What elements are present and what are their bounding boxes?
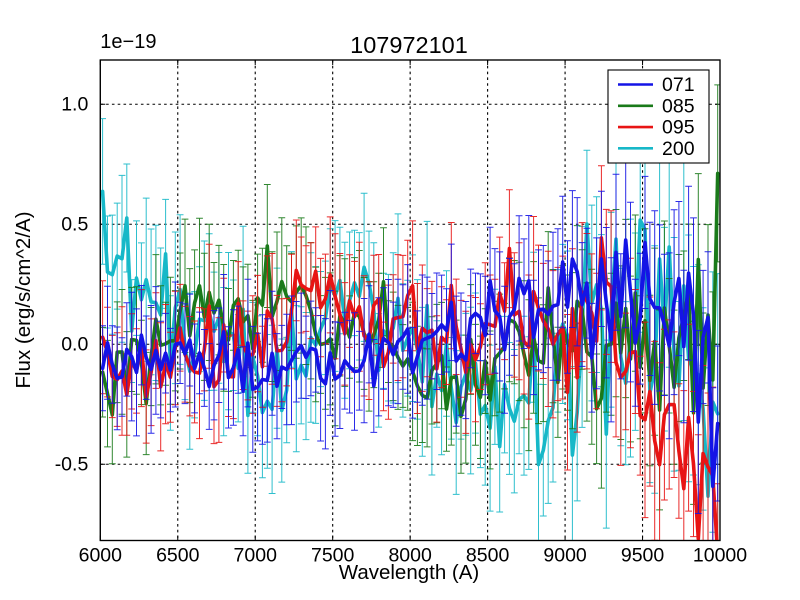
- svg-text:9000: 9000: [543, 545, 587, 567]
- svg-text:0.0: 0.0: [61, 333, 88, 355]
- svg-text:071: 071: [662, 74, 695, 96]
- svg-text:1.0: 1.0: [61, 93, 88, 115]
- svg-text:1e−19: 1e−19: [100, 31, 156, 53]
- svg-text:9500: 9500: [621, 545, 665, 567]
- svg-text:-0.5: -0.5: [55, 453, 89, 475]
- svg-text:10000: 10000: [693, 545, 747, 567]
- svg-text:095: 095: [662, 117, 695, 139]
- svg-text:6000: 6000: [79, 545, 123, 567]
- svg-text:7000: 7000: [234, 545, 278, 567]
- svg-text:Wavelength (A): Wavelength (A): [339, 561, 480, 584]
- svg-text:Flux (erg/s/cm^2/A): Flux (erg/s/cm^2/A): [12, 211, 35, 388]
- svg-text:0.5: 0.5: [61, 213, 88, 235]
- svg-text:085: 085: [662, 95, 695, 117]
- svg-text:200: 200: [662, 138, 695, 160]
- svg-text:107972101: 107972101: [350, 32, 468, 58]
- svg-text:6500: 6500: [156, 545, 200, 567]
